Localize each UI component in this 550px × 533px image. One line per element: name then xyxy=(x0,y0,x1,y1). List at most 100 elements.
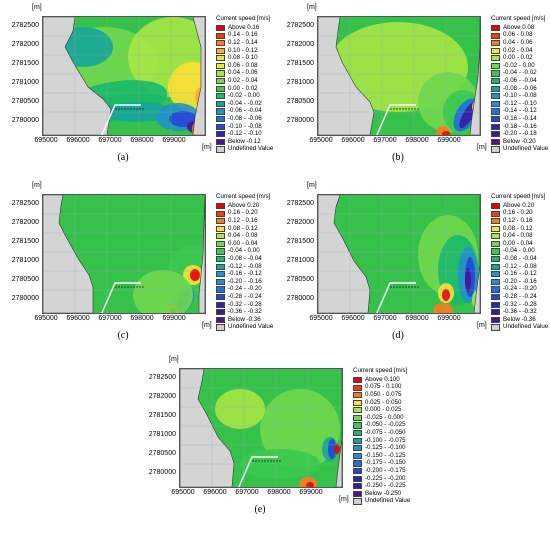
legend-item: -0.025 - 0.000 xyxy=(353,414,410,422)
legend-swatch xyxy=(216,225,225,232)
legend-swatch xyxy=(353,376,362,384)
current-speed-map xyxy=(317,16,481,136)
legend-title: Current speed [m/s] xyxy=(353,367,408,374)
y-tick-label: 2781500 xyxy=(11,60,39,67)
legend-item: Below -0.36 xyxy=(491,316,548,324)
x-axis-unit: [m] xyxy=(202,322,212,329)
panel-d: [m] 2782500 2782000 2781500 2781000 2780500 27… xyxy=(275,178,550,355)
legend-swatch xyxy=(491,286,500,293)
legend-swatch xyxy=(216,108,225,115)
legend-label: 0.12 - 0.16 xyxy=(228,217,258,225)
legend-swatch xyxy=(491,202,500,210)
legend-label: 0.02 - 0.04 xyxy=(228,77,258,85)
legend-swatch xyxy=(216,256,225,263)
legend-swatch xyxy=(216,309,225,316)
legend-item: -0.20 - -0.18 xyxy=(491,130,548,139)
legend-swatch xyxy=(491,85,500,92)
legend-item: 0.12 - 0.16 xyxy=(216,217,273,225)
legend-item: -0.125 - -0.100 xyxy=(353,445,410,453)
legend-swatch xyxy=(491,324,500,331)
legend-item: -0.250 - -0.225 xyxy=(353,482,410,491)
legend-label: Above 0.100 xyxy=(365,375,400,383)
legend-label: 0.04 - 0.08 xyxy=(503,232,533,240)
breakwater xyxy=(101,104,141,135)
legend-item: 0.06 - 0.08 xyxy=(216,62,273,70)
legend-swatch xyxy=(216,131,225,138)
legend-item: -0.12 - -0.10 xyxy=(216,130,273,139)
legend-label: 0.025 - 0.050 xyxy=(365,398,402,406)
legend-swatch xyxy=(491,78,500,85)
legend-label: 0.06 - 0.08 xyxy=(228,61,258,69)
legend-label: -0.10 - -0.08 xyxy=(503,92,537,100)
legend-swatch xyxy=(491,225,500,232)
legend-item: 0.02 - 0.04 xyxy=(216,77,273,85)
x-tick-label: 695000 xyxy=(309,315,333,322)
legend-swatch xyxy=(353,437,362,444)
legend-item: Below -0.250 xyxy=(353,490,410,498)
x-tick-label: 696000 xyxy=(66,137,90,144)
legend-label: -0.250 - -0.225 xyxy=(365,482,406,490)
x-tick-label: 698000 xyxy=(130,315,154,322)
legend-label: -0.16 - -0.12 xyxy=(228,270,262,278)
legend-label: -0.20 - -0.16 xyxy=(228,277,262,285)
legend-label: 0.08 - 0.12 xyxy=(503,224,533,232)
x-tick-label: 699000 xyxy=(437,315,461,322)
legend-item: -0.08 - -0.04 xyxy=(491,255,548,263)
legend-item: -0.28 - -0.24 xyxy=(216,293,273,301)
legend-item: 0.08 - 0.12 xyxy=(491,225,548,233)
y-tick-label: 2780000 xyxy=(148,469,176,476)
legend-label: -0.08 - -0.04 xyxy=(503,255,537,263)
y-tick-label: 2782000 xyxy=(11,219,39,226)
speed-contour xyxy=(433,303,453,313)
legend-swatch xyxy=(216,286,225,293)
legend-item: -0.16 - -0.12 xyxy=(216,271,273,279)
legend-swatch xyxy=(353,475,362,482)
legend-item: -0.24 - -0.20 xyxy=(216,286,273,294)
legend-swatch xyxy=(353,414,362,422)
legend-label: -0.20 - -0.16 xyxy=(503,277,537,285)
legend-swatch xyxy=(491,62,500,70)
panel-c: [m] 2782500 2782000 2781500 2781000 2780500 27… xyxy=(0,178,275,355)
y-tick-label: 2780000 xyxy=(11,295,39,302)
x-tick-label: 697000 xyxy=(98,315,122,322)
legend-label: 0.08 - 0.12 xyxy=(228,224,258,232)
land-area xyxy=(43,195,94,313)
speed-contour xyxy=(334,444,340,454)
legend-label: -0.02 - 0.00 xyxy=(503,61,535,69)
legend-swatch xyxy=(353,498,362,505)
legend-label: 0.16 - 0.20 xyxy=(503,209,533,217)
legend-item: -0.04 - 0.00 xyxy=(491,248,548,256)
y-axis-unit: [m] xyxy=(169,356,179,363)
land-area-east xyxy=(473,195,480,313)
legend-label: Above 0.20 xyxy=(503,201,535,209)
y-tick-label: 2781000 xyxy=(148,431,176,438)
legend-item: -0.08 - -0.04 xyxy=(216,255,273,263)
legend-swatch xyxy=(491,116,500,123)
legend-swatch xyxy=(353,452,362,460)
legend-swatch xyxy=(216,55,225,62)
legend-label: 0.16 - 0.20 xyxy=(228,209,258,217)
legend-swatch xyxy=(216,278,225,286)
legend-item: -0.100 - -0.075 xyxy=(353,437,410,445)
legend-label: -0.175 - -0.150 xyxy=(365,459,406,467)
panel-caption: (e) xyxy=(254,504,266,515)
legend-item: 0.025 - 0.050 xyxy=(353,399,410,407)
x-axis-unit: [m] xyxy=(477,144,487,151)
legend-item: 0.14 - 0.16 xyxy=(216,32,273,40)
current-speed-map xyxy=(179,368,343,488)
legend-label: Below -0.12 xyxy=(228,137,261,145)
legend-label: Below -0.36 xyxy=(228,315,261,323)
y-tick-label: 2781500 xyxy=(286,60,314,67)
legend-swatch xyxy=(353,468,362,475)
legend-label: -0.025 - 0.000 xyxy=(365,413,404,421)
legend-item: -0.16 - -0.14 xyxy=(491,115,548,123)
legend-label: -0.12 - -0.10 xyxy=(228,130,262,138)
legend-swatch xyxy=(216,218,225,225)
legend-swatch xyxy=(491,32,500,39)
legend-label: Undefined Value xyxy=(503,323,549,331)
y-tick-label: 2780500 xyxy=(286,98,314,105)
legend-label: 0.10 - 0.12 xyxy=(228,46,258,54)
y-tick-label: 2781000 xyxy=(286,257,314,264)
land-area-east xyxy=(192,17,205,135)
x-axis-unit: [m] xyxy=(339,496,349,503)
